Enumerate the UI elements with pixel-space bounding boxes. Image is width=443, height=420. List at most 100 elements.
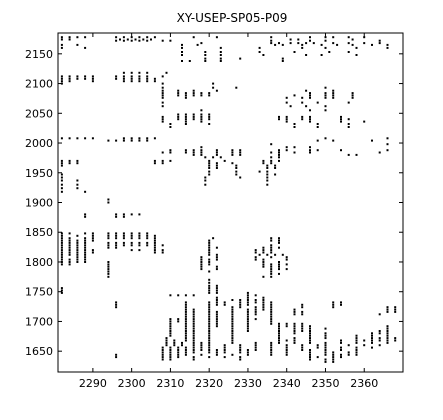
data-point — [76, 183, 79, 186]
data-point — [324, 337, 327, 340]
data-point — [340, 301, 342, 304]
data-point — [262, 308, 265, 311]
data-point — [122, 80, 125, 83]
data-point — [351, 43, 354, 46]
data-point — [305, 105, 308, 108]
data-point — [84, 251, 87, 254]
data-point — [107, 198, 110, 201]
data-point — [173, 341, 176, 344]
data-point — [184, 118, 187, 121]
data-point — [278, 261, 280, 263]
data-point — [161, 94, 164, 97]
data-point — [246, 351, 249, 354]
data-point — [386, 137, 389, 140]
data-point — [262, 159, 265, 162]
data-point — [177, 89, 180, 92]
data-point — [130, 71, 133, 74]
data-point — [254, 294, 257, 297]
data-point — [200, 153, 203, 156]
data-point — [324, 341, 327, 344]
data-point — [208, 346, 211, 349]
data-point — [332, 358, 335, 361]
data-point — [262, 162, 265, 165]
data-point — [192, 349, 195, 351]
data-point — [297, 42, 300, 45]
data-point — [84, 232, 87, 235]
data-point — [347, 101, 350, 104]
data-point — [340, 341, 342, 344]
data-point — [274, 167, 277, 169]
data-point — [285, 344, 288, 347]
data-point — [68, 244, 71, 247]
data-point — [200, 344, 203, 347]
data-point — [231, 315, 234, 318]
data-point — [130, 244, 133, 247]
data-point — [208, 94, 211, 97]
data-point — [332, 303, 335, 306]
data-point — [150, 38, 152, 41]
data-point — [184, 349, 187, 351]
data-point — [208, 332, 211, 335]
data-point — [192, 327, 195, 330]
data-point — [60, 77, 63, 80]
data-point — [153, 237, 156, 240]
data-point — [270, 301, 273, 304]
data-point — [332, 360, 335, 363]
data-point — [200, 109, 203, 112]
data-point — [332, 356, 335, 359]
data-point — [235, 173, 238, 176]
y-tick-label: 1750 — [25, 286, 53, 299]
data-point — [91, 232, 94, 235]
data-point — [215, 353, 218, 356]
data-point — [208, 334, 211, 337]
data-point — [355, 54, 358, 56]
data-point — [258, 46, 261, 49]
data-point — [301, 101, 304, 104]
data-point — [115, 244, 118, 247]
data-point — [386, 339, 389, 342]
data-point — [371, 334, 373, 337]
data-point — [153, 234, 156, 237]
data-point — [146, 234, 149, 237]
data-point — [60, 43, 63, 46]
data-point — [68, 253, 71, 256]
data-point — [177, 318, 180, 321]
data-point — [239, 301, 242, 304]
data-point — [161, 75, 164, 78]
data-point — [324, 96, 327, 99]
data-point — [169, 149, 172, 152]
data-point — [258, 253, 261, 256]
data-point — [115, 306, 118, 309]
data-point — [293, 332, 296, 335]
data-point — [192, 341, 195, 344]
data-point — [270, 313, 273, 316]
data-point — [169, 159, 172, 162]
data-point — [107, 244, 110, 247]
data-point — [363, 36, 366, 39]
data-point — [192, 330, 195, 332]
data-point — [161, 346, 164, 349]
data-point — [153, 249, 156, 252]
data-point — [285, 118, 288, 121]
data-point — [91, 234, 94, 237]
data-point — [153, 159, 156, 162]
data-point — [192, 89, 195, 92]
data-point — [60, 249, 63, 252]
data-point — [301, 349, 304, 351]
data-point — [208, 253, 211, 256]
data-point — [386, 334, 389, 337]
data-point — [76, 244, 79, 247]
data-point — [169, 351, 172, 354]
data-point — [161, 96, 164, 99]
x-tick-label: 2340 — [273, 377, 301, 390]
data-point — [84, 213, 87, 216]
data-point — [301, 46, 304, 49]
data-point — [84, 215, 87, 218]
data-point — [84, 246, 87, 249]
data-point — [278, 159, 280, 162]
data-point — [281, 60, 284, 62]
data-point — [208, 159, 211, 162]
data-point — [301, 327, 304, 330]
data-point — [169, 126, 172, 128]
data-point — [212, 237, 215, 240]
